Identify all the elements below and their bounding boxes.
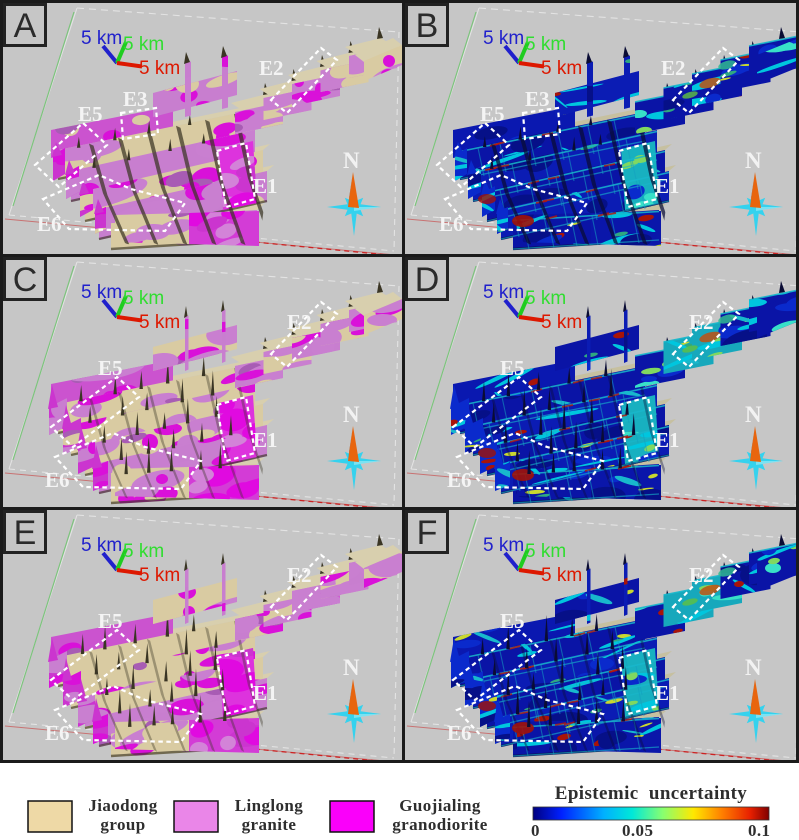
svg-text:N: N: [343, 655, 360, 680]
svg-text:5 km: 5 km: [123, 34, 164, 55]
svg-text:E1: E1: [655, 174, 680, 198]
svg-text:E2: E2: [287, 563, 312, 587]
svg-text:E5: E5: [480, 102, 505, 126]
svg-text:A: A: [14, 7, 37, 45]
svg-text:5 km: 5 km: [139, 58, 180, 79]
svg-text:E1: E1: [253, 174, 278, 198]
svg-text:E5: E5: [98, 356, 123, 380]
svg-text:5 km: 5 km: [139, 312, 180, 333]
svg-text:E: E: [14, 514, 37, 552]
svg-text:E1: E1: [253, 428, 278, 452]
svg-text:5 km: 5 km: [81, 535, 122, 556]
svg-text:D: D: [415, 261, 440, 299]
svg-text:E2: E2: [689, 310, 714, 334]
svg-text:E1: E1: [655, 428, 680, 452]
svg-text:5 km: 5 km: [541, 565, 582, 586]
svg-text:E2: E2: [287, 310, 312, 334]
svg-text:E1: E1: [655, 681, 680, 705]
svg-text:5 km: 5 km: [483, 535, 524, 556]
svg-text:E5: E5: [78, 102, 103, 126]
svg-text:N: N: [745, 402, 762, 427]
svg-text:N: N: [343, 148, 360, 173]
svg-text:E6: E6: [447, 468, 472, 492]
svg-text:E3: E3: [525, 87, 550, 111]
svg-text:5 km: 5 km: [483, 28, 524, 49]
svg-text:E1: E1: [253, 681, 278, 705]
svg-text:E5: E5: [500, 356, 525, 380]
svg-text:E2: E2: [661, 56, 686, 80]
svg-text:E6: E6: [37, 212, 62, 236]
svg-text:F: F: [417, 514, 438, 552]
svg-text:N: N: [745, 148, 762, 173]
svg-text:E3: E3: [123, 87, 148, 111]
svg-text:5 km: 5 km: [541, 58, 582, 79]
svg-text:5 km: 5 km: [81, 28, 122, 49]
svg-text:5 km: 5 km: [525, 34, 566, 55]
svg-text:5 km: 5 km: [123, 541, 164, 562]
svg-text:5 km: 5 km: [525, 541, 566, 562]
svg-text:E6: E6: [45, 468, 70, 492]
svg-text:E5: E5: [500, 609, 525, 633]
svg-text:E6: E6: [439, 212, 464, 236]
svg-text:N: N: [745, 655, 762, 680]
svg-text:E6: E6: [45, 721, 70, 745]
svg-text:E6: E6: [447, 721, 472, 745]
svg-text:E2: E2: [689, 563, 714, 587]
svg-text:N: N: [343, 402, 360, 427]
svg-text:E5: E5: [98, 609, 123, 633]
svg-text:5 km: 5 km: [525, 288, 566, 309]
svg-text:5 km: 5 km: [483, 282, 524, 303]
svg-text:C: C: [13, 261, 38, 299]
svg-text:E2: E2: [259, 56, 284, 80]
svg-text:5 km: 5 km: [541, 312, 582, 333]
svg-text:5 km: 5 km: [139, 565, 180, 586]
svg-text:5 km: 5 km: [81, 282, 122, 303]
svg-text:B: B: [416, 7, 439, 45]
svg-text:5 km: 5 km: [123, 288, 164, 309]
